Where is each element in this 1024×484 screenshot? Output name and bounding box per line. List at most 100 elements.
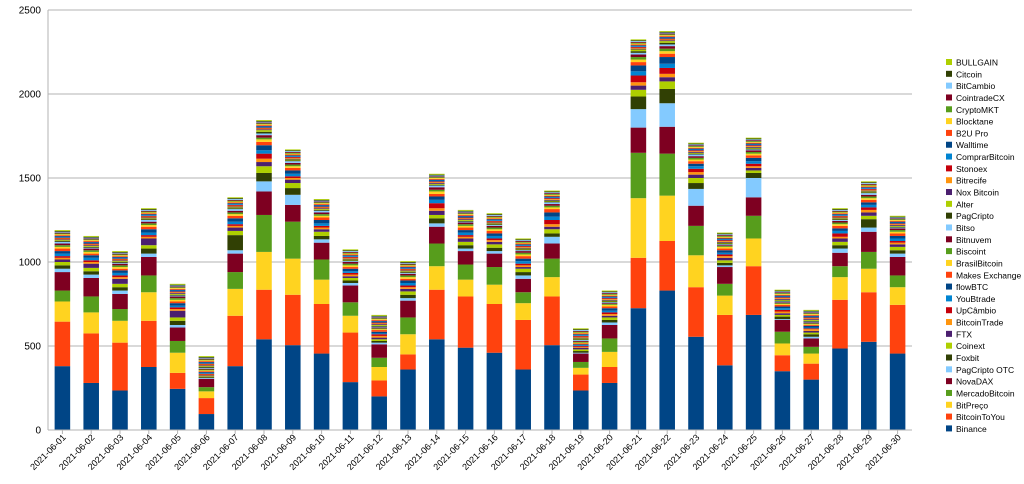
bar-segment [832, 241, 848, 246]
bar-segment [198, 398, 215, 415]
bar-segment [803, 328, 819, 330]
bar-segment [659, 195, 675, 241]
bar-segment [457, 211, 474, 213]
bar-segment [371, 325, 387, 327]
bar-segment [429, 176, 445, 178]
legend-item: Bitso [946, 223, 975, 233]
bar-segment [169, 291, 186, 293]
bar-segment [630, 51, 647, 53]
bar-segment [227, 224, 243, 226]
y-tick-label: 500 [24, 342, 41, 353]
bar-segment [54, 272, 71, 291]
bar-stack [803, 309, 819, 430]
bar-segment [630, 54, 647, 58]
bar-segment [83, 260, 99, 262]
bar-segment [112, 320, 128, 343]
bar-segment [717, 235, 733, 237]
bar-segment [832, 236, 848, 239]
bar-segment [544, 277, 560, 297]
bar-segment [573, 330, 589, 332]
bar-segment [169, 288, 186, 290]
bar-segment [457, 241, 474, 246]
bar-segment [198, 391, 215, 399]
bar-segment [342, 315, 359, 333]
bar-segment [54, 232, 71, 234]
bar-segment [832, 220, 848, 221]
bar-segment [285, 170, 301, 174]
bar-segment [688, 146, 704, 148]
bar-segment [285, 154, 301, 156]
legend-swatch [946, 106, 952, 113]
bar-segment [630, 75, 647, 83]
bar-segment [342, 253, 359, 255]
bar-segment [515, 265, 531, 268]
legend-swatch [946, 425, 952, 432]
bar-segment [256, 162, 272, 167]
bar-segment [601, 317, 618, 320]
bar-segment [342, 251, 359, 252]
bar-segment [141, 220, 157, 222]
legend-label: Blocktane [956, 117, 994, 127]
bar-segment [112, 256, 128, 257]
bar-segment [832, 222, 848, 225]
bar-segment [285, 162, 301, 165]
legend-swatch [946, 177, 952, 184]
bar-segment [169, 307, 186, 310]
legend-item: Bitnuvem [946, 235, 991, 245]
bar-segment [889, 242, 906, 245]
bar-segment [400, 354, 416, 370]
bar-segment [601, 290, 618, 292]
bar-segment [688, 336, 704, 430]
bar-segment [227, 225, 243, 228]
bar-segment [659, 48, 675, 52]
bar-segment [630, 52, 647, 55]
bar-segment [457, 248, 474, 252]
bar-segment [54, 235, 71, 236]
bar-segment [342, 257, 359, 259]
bar-segment [544, 236, 560, 244]
bar-segment [515, 244, 531, 246]
bar-segment [544, 209, 560, 213]
bar-segment [313, 223, 330, 226]
bar-segment [285, 151, 301, 152]
bar-segment [745, 163, 762, 167]
bar-segment [745, 172, 762, 178]
bar-segment [601, 338, 618, 352]
bar-segment [630, 46, 647, 48]
bar-segment [54, 236, 71, 238]
bar-segment [688, 153, 704, 155]
bar-segment [601, 298, 618, 300]
bar-segment [544, 194, 560, 196]
bar-segment [861, 188, 877, 189]
bar-stack [889, 215, 906, 430]
legend-label: B2U Pro [956, 128, 988, 138]
bar-segment [285, 183, 301, 189]
bar-segment [659, 67, 675, 74]
legend-label: BrasilBitcoin [956, 258, 1003, 268]
bar-segment [832, 228, 848, 231]
bar-segment [717, 314, 733, 366]
bar-segment [573, 329, 589, 331]
bar-segment [659, 51, 675, 54]
bar-segment [544, 192, 560, 194]
bar-segment [717, 234, 733, 236]
bar-segment [112, 252, 128, 254]
bar-segment [745, 161, 762, 164]
bar-segment [745, 146, 762, 147]
bar-segment [256, 131, 272, 134]
bar-segment [400, 298, 416, 301]
bar-segment [745, 178, 762, 198]
bar-segment [112, 257, 128, 259]
bar-segment [400, 272, 416, 274]
bar-segment [889, 217, 906, 219]
bar-segment [256, 127, 272, 129]
bar-segment [54, 235, 71, 237]
bar-segment [486, 238, 503, 241]
bar-segment [227, 315, 243, 367]
bar-segment [400, 270, 416, 272]
bar-segment [601, 293, 618, 295]
bar-segment [717, 242, 733, 244]
bar-segment [544, 200, 560, 202]
legend-label: Bitrecife [956, 176, 987, 186]
bar-segment [227, 207, 243, 209]
